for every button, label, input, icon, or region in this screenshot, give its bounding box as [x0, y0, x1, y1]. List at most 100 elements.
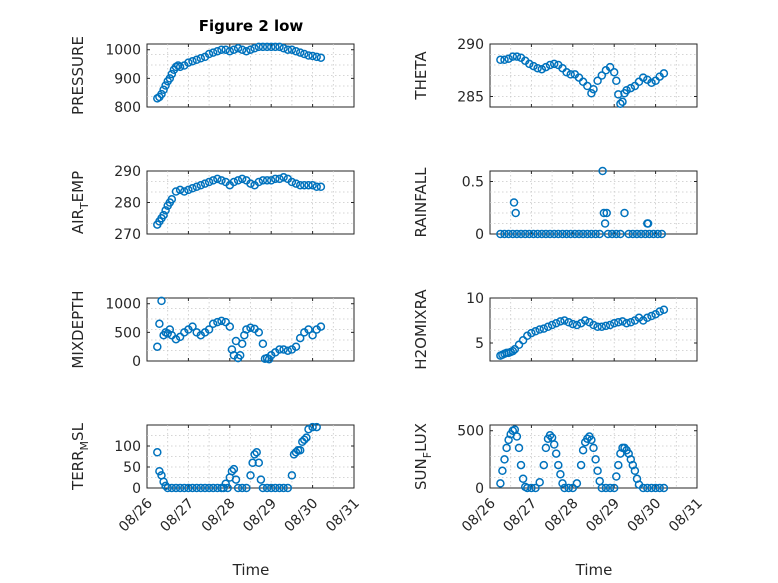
data-point: [533, 229, 542, 239]
data-point: [246, 471, 255, 480]
data-point: [302, 433, 311, 442]
data-point: [262, 176, 272, 185]
data-point: [188, 184, 197, 193]
data-point: [508, 229, 518, 239]
data-point: [545, 431, 555, 440]
data-point: [213, 46, 222, 56]
data-point: [256, 475, 266, 484]
data-point: [167, 195, 177, 204]
data-point: [496, 479, 505, 488]
data-point: [221, 45, 230, 54]
data-point: [580, 316, 590, 325]
data-point: [308, 330, 317, 340]
data-point: [605, 483, 615, 493]
data-point: [283, 346, 293, 355]
data-point: [227, 466, 237, 476]
data-point: [539, 324, 549, 333]
data-point: [554, 460, 563, 470]
data-point: [159, 85, 168, 95]
data-point: [225, 46, 235, 56]
data-point: [275, 42, 284, 52]
data-point: [258, 339, 268, 349]
data-point: [157, 89, 166, 99]
data-point: [512, 52, 522, 61]
data-point: [266, 483, 276, 493]
data-point: [533, 63, 542, 73]
data-point: [603, 229, 613, 239]
data-point: [541, 443, 551, 453]
data-point: [624, 229, 633, 239]
data-point: [593, 322, 602, 332]
y-tick-label: 500: [114, 325, 141, 341]
data-point: [527, 483, 536, 493]
subplot-sun-flux: 0 500 08/26 08/27 08/28 08/29 08/30 08/31 SUNFLU…: [412, 423, 706, 535]
y-tick-label: 5: [475, 336, 484, 352]
data-point: [316, 182, 326, 192]
y-tick-label: 100: [114, 439, 141, 455]
data-point: [545, 229, 555, 239]
data-point: [300, 435, 309, 444]
data-point: [636, 229, 646, 239]
data-point: [248, 458, 257, 468]
data-point: [180, 187, 189, 196]
data-point: [213, 483, 222, 493]
data-point: [572, 320, 582, 330]
data-point: [657, 229, 667, 239]
data-point: [237, 483, 247, 493]
subplot-mixdepth: 0 500 1000 MIXDEPTH: [69, 290, 355, 370]
data-point: [171, 187, 181, 196]
data-point: [547, 320, 557, 330]
data-point: [609, 318, 619, 328]
y-axis-label: TERRMSL: [69, 422, 91, 491]
data-point: [229, 45, 239, 54]
data-point: [217, 316, 226, 326]
data-point: [512, 432, 522, 441]
data-point: [279, 345, 288, 354]
y-tick-label: 270: [114, 227, 141, 243]
subplot-terr-msl: 0 50 100 08/26 08/27 08/28 08/29 08/30 08/31 TERR…: [69, 422, 363, 535]
data-point: [192, 55, 201, 65]
data-point: [587, 229, 596, 239]
data-point: [180, 483, 189, 493]
data-point: [295, 48, 305, 57]
data-point: [188, 56, 197, 66]
y-axis-label: H2OMIXRA: [412, 289, 430, 370]
data-point: [655, 307, 664, 316]
data-point: [254, 177, 264, 187]
data-point: [229, 464, 239, 474]
data-point: [626, 83, 636, 93]
data-point: [153, 448, 162, 457]
data-point: [161, 206, 170, 215]
y-axis-label: SUNFLUX: [412, 423, 434, 490]
data-point: [527, 328, 536, 338]
data-point: [549, 59, 559, 69]
data-point: [626, 318, 636, 327]
data-point: [242, 483, 251, 493]
data-point: [622, 85, 631, 95]
data-point: [529, 61, 538, 71]
data-point: [233, 44, 243, 53]
data-point: [153, 342, 162, 351]
data-point: [609, 483, 619, 493]
data-point: [531, 483, 540, 493]
data-point: [531, 327, 540, 336]
data-point: [541, 62, 551, 72]
data-point: [208, 319, 218, 329]
data-point: [196, 54, 206, 63]
data-point: [237, 339, 247, 349]
data-point: [316, 322, 326, 331]
data-point: [304, 180, 313, 190]
data-point: [196, 483, 206, 493]
data-point: [287, 177, 297, 187]
data-point: [308, 180, 317, 190]
data-point: [167, 69, 177, 79]
data-point: [254, 42, 264, 52]
subplot-air-temp: 270 280 290 AIRTEMP: [69, 164, 355, 243]
y-tick-label: 1000: [105, 43, 141, 59]
data-point: [252, 448, 261, 457]
data-point: [593, 466, 602, 476]
data-point: [271, 483, 280, 493]
data-point: [204, 177, 214, 187]
data-point: [192, 483, 201, 493]
